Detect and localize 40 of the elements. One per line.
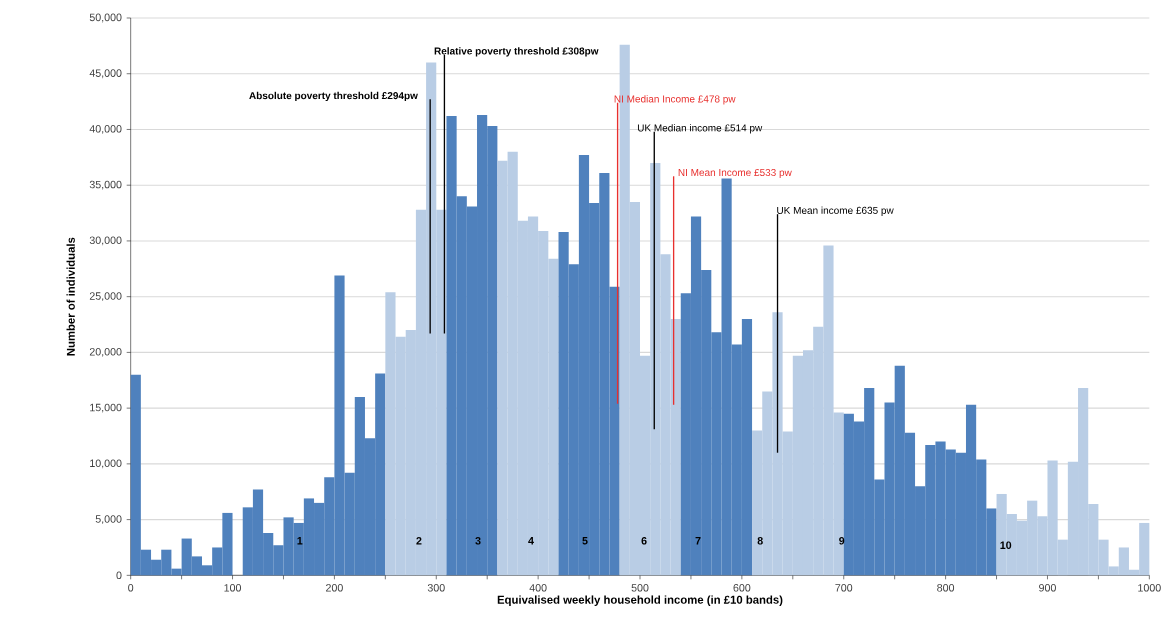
ref-line-label: UK Median income £514 pw <box>637 124 763 134</box>
y-tick-label: 5,000 <box>95 515 122 524</box>
y-tick-label: 25,000 <box>89 292 122 302</box>
y-tick-label: 30,000 <box>89 236 122 246</box>
x-tick-label: 0 <box>128 584 134 592</box>
y-tick-label: 50,000 <box>89 13 122 23</box>
annotation: 3 <box>475 537 481 545</box>
ref-line-label: NI Mean Income £533 pw <box>678 168 792 179</box>
x-tick-label: 200 <box>326 584 343 592</box>
x-tick-label: 900 <box>1039 584 1056 592</box>
annotation: 5 <box>582 537 588 545</box>
x-axis-title: Equivalised weekly household income (in £10 bands) <box>497 595 783 606</box>
ref-line-label: Absolute poverty threshold £294pw <box>249 91 418 102</box>
x-tick-label: 400 <box>529 584 547 592</box>
x-tick-label: 300 <box>427 584 445 592</box>
x-tick-label: 1000 <box>1138 584 1161 592</box>
y-tick-label: 0 <box>116 571 122 580</box>
y-tick-label: 10,000 <box>90 459 122 469</box>
x-tick-label: 500 <box>631 584 649 592</box>
y-tick-label: 40,000 <box>89 125 122 134</box>
x-tick-label: 700 <box>835 584 853 592</box>
y-tick-label: 35,000 <box>89 180 122 190</box>
annotation: 9 <box>839 537 845 545</box>
annotation: 1 <box>297 537 303 545</box>
ref-line-label: Relative poverty threshold £308pw <box>434 47 599 57</box>
y-tick-label: 20,000 <box>89 348 122 357</box>
y-axis-title: Number of individuals <box>66 237 75 356</box>
annotation: 7 <box>695 537 701 545</box>
x-tick-label: 800 <box>937 584 955 592</box>
annotation: 4 <box>528 537 534 545</box>
ref-line-label: NI Median Income £478 pw <box>614 95 736 105</box>
annotation: 10 <box>1000 541 1012 550</box>
annotation: 8 <box>757 537 763 545</box>
x-tick-label: 100 <box>224 584 242 592</box>
ref-line-label: UK Mean income £635 pw <box>777 206 894 216</box>
y-tick-label: 45,000 <box>89 69 122 79</box>
annotation: 2 <box>416 537 422 545</box>
x-tick-label: 600 <box>733 584 751 592</box>
y-tick-label: 15,000 <box>90 403 122 413</box>
annotation: 6 <box>641 537 647 545</box>
